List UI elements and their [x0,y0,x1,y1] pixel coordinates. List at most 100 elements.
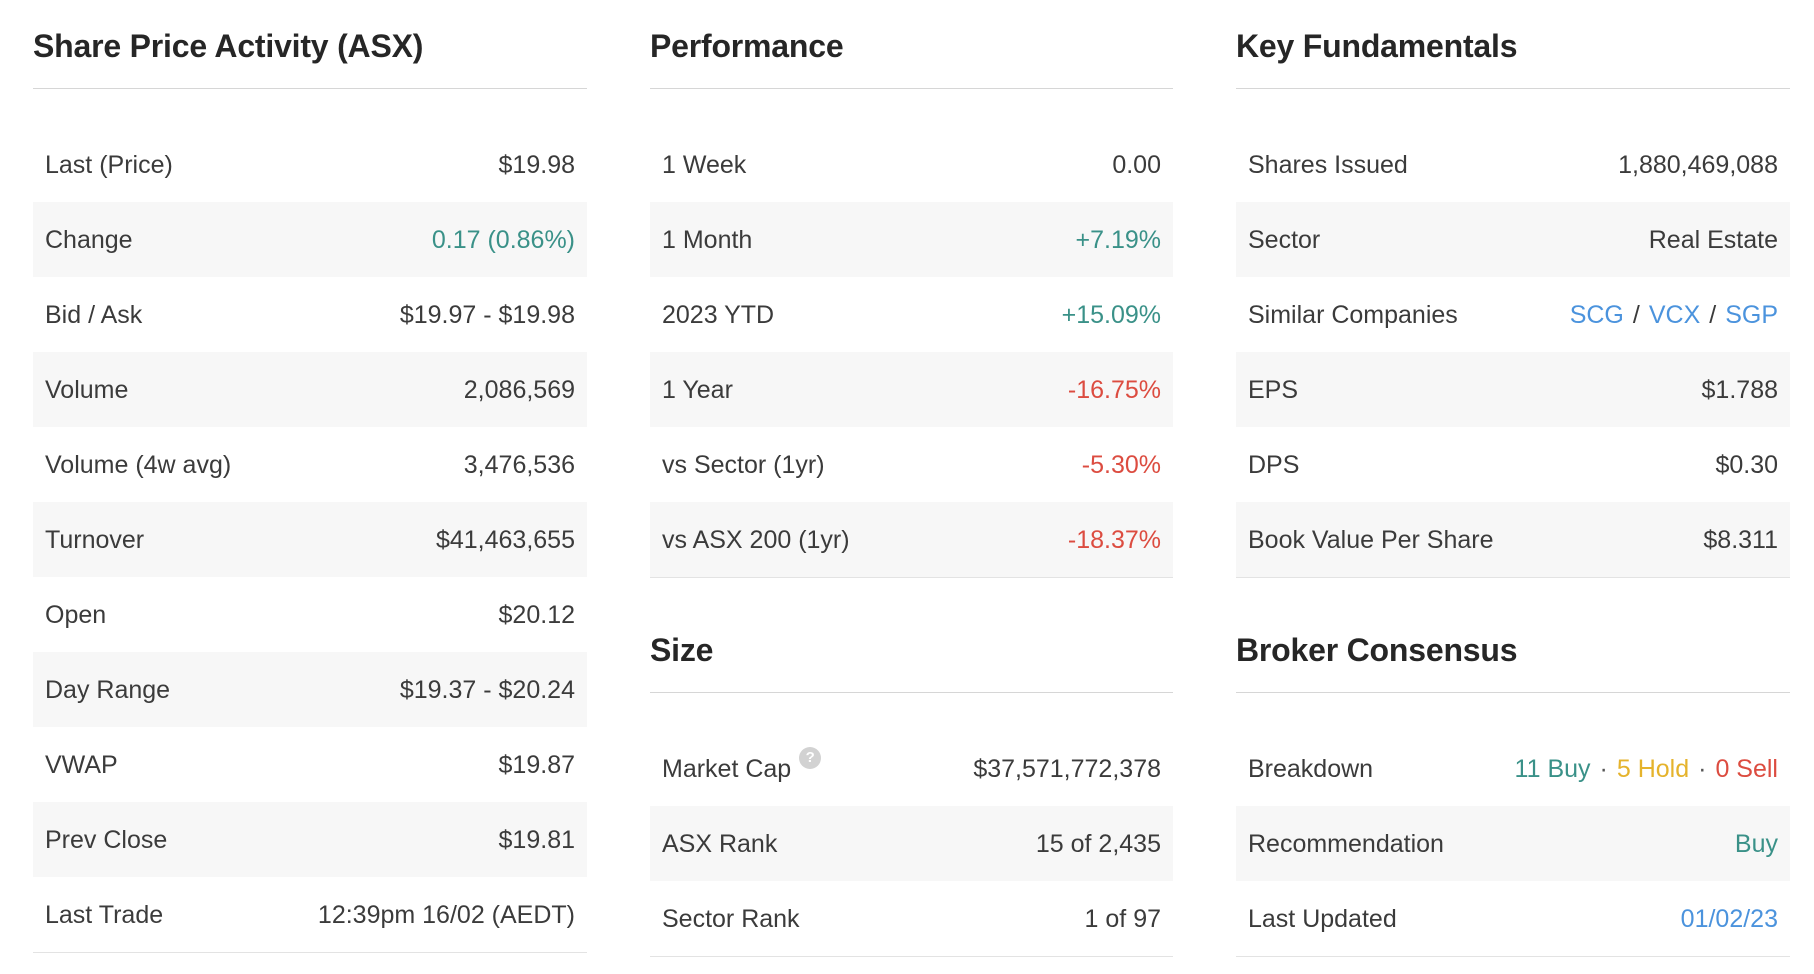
table-row-breakdown: Breakdown 11 Buy · 5 Hold · 0 Sell [1236,731,1790,806]
breakdown-sell-count: 0 Sell [1715,754,1778,783]
table-row-last-updated: Last Updated 01/02/23 [1236,881,1790,956]
section-title-performance: Performance [650,0,1173,89]
similar-company-sgp-link[interactable]: SGP [1725,300,1778,329]
row-label: Day Range [45,675,171,704]
row-value: $19.81 [498,825,575,854]
row-label: 1 Year [662,375,733,404]
row-value: -5.30% [1081,450,1161,479]
section-share-price-activity: Share Price Activity (ASX) Last (Price) … [33,0,587,953]
row-label: Recommendation [1248,829,1444,858]
table-row-1-week: 1 Week 0.00 [650,127,1173,202]
row-label: DPS [1248,450,1300,479]
fundamentals-table: Shares Issued 1,880,469,088 Sector Real … [1236,127,1790,578]
section-title-broker-consensus: Broker Consensus [1236,578,1790,693]
breakdown-hold-count: 5 Hold [1616,754,1690,783]
row-label: Last Trade [45,900,164,929]
row-value: 0.00 [1112,150,1161,179]
row-label: Sector [1248,225,1321,254]
row-label-group: Market Cap ? [662,746,822,784]
row-value: $1.788 [1701,375,1778,404]
row-label: Change [45,225,133,254]
table-row-sector-rank: Sector Rank 1 of 97 [650,881,1173,956]
column-share-price-activity: Share Price Activity (ASX) Last (Price) … [33,0,587,957]
size-table: Market Cap ? $37,571,772,378 ASX Rank 15… [650,731,1173,957]
performance-table: 1 Week 0.00 1 Month +7.19% 2023 YTD +15.… [650,127,1173,578]
row-value: 12:39pm 16/02 (AEDT) [317,900,575,929]
dot-separator: · [1599,754,1608,783]
row-value: Real Estate [1648,225,1778,254]
table-row-vs-asx-200: vs ASX 200 (1yr) -18.37% [650,502,1173,577]
table-row-volume: Volume 2,086,569 [33,352,587,427]
row-value: 1 of 97 [1084,904,1161,933]
row-label: vs ASX 200 (1yr) [662,525,850,554]
table-row-change: Change 0.17 (0.86%) [33,202,587,277]
row-value: $19.98 [498,150,575,179]
table-row-open: Open $20.12 [33,577,587,652]
table-row-prev-close: Prev Close $19.81 [33,802,587,877]
row-value: 15 of 2,435 [1035,829,1161,858]
row-value: $19.87 [498,750,575,779]
similar-company-vcx-link[interactable]: VCX [1648,300,1701,329]
section-size: Size Market Cap ? $37,571,772,378 ASX Ra… [650,578,1173,957]
table-row-volume-4w-avg: Volume (4w avg) 3,476,536 [33,427,587,502]
row-value: $37,571,772,378 [973,754,1161,783]
section-title-size: Size [650,578,1173,693]
row-label: Sector Rank [662,904,800,933]
row-label: VWAP [45,750,118,779]
table-row-vs-sector: vs Sector (1yr) -5.30% [650,427,1173,502]
recommendation-value: Buy [1734,829,1778,858]
row-label: Open [45,600,107,629]
row-value: 11 Buy · 5 Hold · 0 Sell [1515,754,1778,784]
broker-consensus-table: Breakdown 11 Buy · 5 Hold · 0 Sell Recom… [1236,731,1790,957]
help-icon[interactable]: ? [799,746,822,769]
table-row-recommendation: Recommendation Buy [1236,806,1790,881]
row-value: $20.12 [498,600,575,629]
table-row-dps: DPS $0.30 [1236,427,1790,502]
row-label: Market Cap [662,754,792,783]
row-value: 1,880,469,088 [1618,150,1778,179]
row-value: -18.37% [1067,525,1161,554]
table-row-last-price: Last (Price) $19.98 [33,127,587,202]
row-label: Turnover [45,525,145,554]
row-label: Bid / Ask [45,300,143,329]
column-performance-size: Performance 1 Week 0.00 1 Month +7.19% 2… [650,0,1173,957]
table-row-turnover: Turnover $41,463,655 [33,502,587,577]
row-label: Last Updated [1248,904,1397,933]
table-row-book-value: Book Value Per Share $8.311 [1236,502,1790,577]
section-performance: Performance 1 Week 0.00 1 Month +7.19% 2… [650,0,1173,578]
row-label: Last (Price) [45,150,173,179]
row-label: 1 Month [662,225,753,254]
row-label: Volume [45,375,129,404]
row-label: 2023 YTD [662,300,775,329]
row-value: $19.97 - $19.98 [399,300,575,329]
row-label: Prev Close [45,825,168,854]
table-row-market-cap: Market Cap ? $37,571,772,378 [650,731,1173,806]
row-value: 3,476,536 [463,450,575,479]
table-row-asx-rank: ASX Rank 15 of 2,435 [650,806,1173,881]
row-value: +7.19% [1075,225,1162,254]
row-label: ASX Rank [662,829,778,858]
last-updated-link[interactable]: 01/02/23 [1680,904,1778,933]
table-row-1-year: 1 Year -16.75% [650,352,1173,427]
column-fundamentals-consensus: Key Fundamentals Shares Issued 1,880,469… [1236,0,1790,957]
section-title-key-fundamentals: Key Fundamentals [1236,0,1790,89]
slash-separator: / [1709,300,1717,329]
slash-separator: / [1632,300,1640,329]
row-value: $0.30 [1715,450,1778,479]
table-row-shares-issued: Shares Issued 1,880,469,088 [1236,127,1790,202]
row-value: 2,086,569 [463,375,575,404]
row-label: Similar Companies [1248,300,1458,329]
table-row-last-trade: Last Trade 12:39pm 16/02 (AEDT) [33,877,587,952]
table-row-day-range: Day Range $19.37 - $20.24 [33,652,587,727]
row-value: 0.17 (0.86%) [431,225,575,254]
breakdown-buy-count: 11 Buy [1514,754,1591,783]
section-broker-consensus: Broker Consensus Breakdown 11 Buy · 5 Ho… [1236,578,1790,957]
similar-company-scg-link[interactable]: SCG [1569,300,1624,329]
dot-separator: · [1698,754,1707,783]
row-label: vs Sector (1yr) [662,450,825,479]
share-price-table: Last (Price) $19.98 Change 0.17 (0.86%) … [33,127,587,953]
table-row-sector: Sector Real Estate [1236,202,1790,277]
row-value: $41,463,655 [435,525,575,554]
row-label: EPS [1248,375,1299,404]
